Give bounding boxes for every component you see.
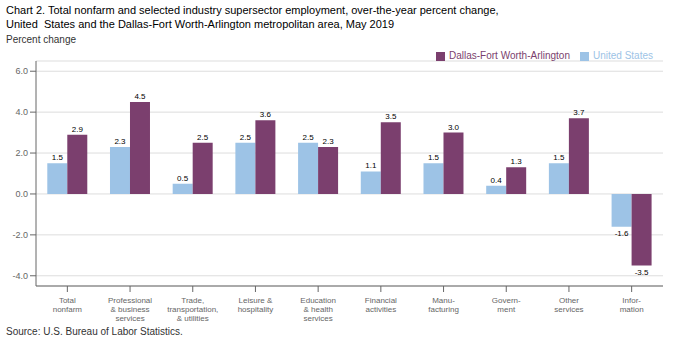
svg-text:0.0: 0.0 (15, 189, 28, 199)
svg-text:3.6: 3.6 (260, 110, 272, 119)
svg-text:Manu-facturing: Manu-facturing (428, 296, 459, 314)
svg-text:2.5: 2.5 (197, 133, 209, 142)
svg-text:Govern-ment: Govern-ment (492, 296, 521, 314)
svg-text:-4.0: -4.0 (12, 271, 28, 281)
svg-text:Professional& businessservices: Professional& businessservices (108, 296, 152, 323)
svg-text:3.7: 3.7 (573, 108, 585, 117)
svg-text:2.3: 2.3 (323, 137, 335, 146)
svg-text:Financialactivities: Financialactivities (365, 296, 397, 314)
svg-text:Infor-mation: Infor-mation (620, 296, 644, 314)
svg-text:0.4: 0.4 (491, 176, 503, 185)
svg-text:-1.6: -1.6 (615, 229, 629, 238)
svg-text:Education& healthservices: Education& healthservices (300, 296, 336, 323)
svg-text:1.5: 1.5 (553, 153, 565, 162)
svg-text:Leisure &hospitality: Leisure &hospitality (238, 296, 274, 314)
svg-text:4.0: 4.0 (15, 107, 28, 117)
svg-text:Otherservices: Otherservices (554, 296, 583, 314)
svg-text:Trade,transportation,& utiliti: Trade,transportation,& utilities (167, 296, 218, 323)
svg-text:-2.0: -2.0 (12, 230, 28, 240)
svg-text:3.5: 3.5 (385, 112, 397, 121)
html-text:Percent change: Percent change (6, 34, 77, 45)
html-text:United States: United States (593, 50, 653, 61)
svg-text:2.0: 2.0 (15, 148, 28, 158)
svg-text:2.5: 2.5 (303, 133, 315, 142)
svg-text:2.5: 2.5 (240, 133, 252, 142)
html-text:United States and the Dallas-F: United States and the Dallas-Fort Worth-… (6, 18, 394, 30)
svg-text:2.9: 2.9 (72, 125, 84, 134)
svg-text:1.1: 1.1 (365, 161, 377, 170)
svg-text:1.5: 1.5 (52, 153, 64, 162)
html-text:Chart 2. Total nonfarm and sel: Chart 2. Total nonfarm and selected indu… (6, 4, 499, 16)
svg-text:1.5: 1.5 (428, 153, 440, 162)
svg-text:0.5: 0.5 (177, 174, 189, 183)
svg-text:3.0: 3.0 (448, 123, 460, 132)
svg-text:-3.5: -3.5 (635, 268, 649, 277)
svg-text:Totalnonfarm: Totalnonfarm (53, 296, 83, 314)
html-text:Dallas-Fort Worth-Arlington: Dallas-Fort Worth-Arlington (449, 50, 570, 61)
html-text:Source: U.S. Bureau of Labor S: Source: U.S. Bureau of Labor Statistics. (6, 326, 183, 337)
svg-text:1.3: 1.3 (511, 157, 523, 166)
svg-text:4.5: 4.5 (134, 92, 146, 101)
svg-text:6.0: 6.0 (15, 66, 28, 76)
svg-text:2.3: 2.3 (114, 137, 126, 146)
